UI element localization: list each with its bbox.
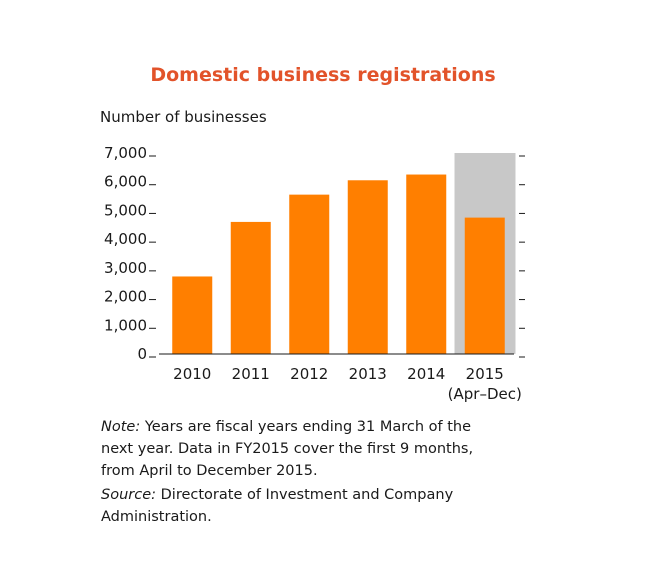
y-tick-label-4000: 4,000 (104, 230, 147, 248)
y-tick-label-1000: 1,000 (104, 316, 147, 334)
bar-2015 (464, 217, 505, 354)
x-tick-label-2010: 2010 (173, 365, 211, 383)
bar-2010 (172, 276, 213, 354)
x-tick-label-2012: 2012 (290, 365, 328, 383)
x-tick-sublabel-2015: (Apr–Dec) (448, 385, 522, 403)
x-tick-label-2014: 2014 (407, 365, 445, 383)
bar-2014 (406, 174, 447, 354)
x-tick-label-2011: 2011 (232, 365, 270, 383)
y-tick-label-3000: 3,000 (104, 259, 147, 277)
note-label: Note: (101, 419, 141, 435)
y-tick-label-5000: 5,000 (104, 201, 147, 219)
chart-source: Source: Directorate of Investment and Co… (101, 484, 501, 528)
source-text: Directorate of Investment and Company Ad… (101, 487, 454, 525)
bar-2011 (230, 221, 271, 354)
chart-title: Domestic business registrations (150, 64, 496, 86)
bar-chart: 0 1,000 2,000 3,000 4,000 5,000 6,000 7,000 2010… (104, 144, 525, 403)
y-tick-label-6000: 6,000 (104, 173, 147, 191)
note-text: Years are fiscal years ending 31 March o… (101, 419, 474, 479)
y-tick-label-7000: 7,000 (104, 144, 147, 162)
y-tick-label-2000: 2,000 (104, 288, 147, 306)
x-tick-label-2015: 2015 (466, 365, 504, 383)
bar-2012 (289, 194, 330, 354)
y-axis-label: Number of businesses (100, 108, 267, 126)
x-tick-label-2013: 2013 (349, 365, 387, 383)
y-tick-label-0: 0 (137, 345, 147, 363)
source-label: Source: (101, 487, 157, 503)
chart-note: Note: Years are fiscal years ending 31 M… (101, 416, 501, 482)
bar-2013 (347, 180, 388, 354)
